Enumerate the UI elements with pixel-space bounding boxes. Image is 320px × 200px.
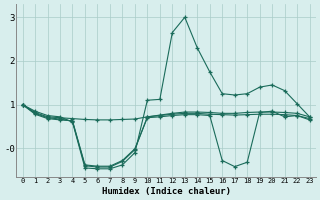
X-axis label: Humidex (Indice chaleur): Humidex (Indice chaleur) [101,187,231,196]
